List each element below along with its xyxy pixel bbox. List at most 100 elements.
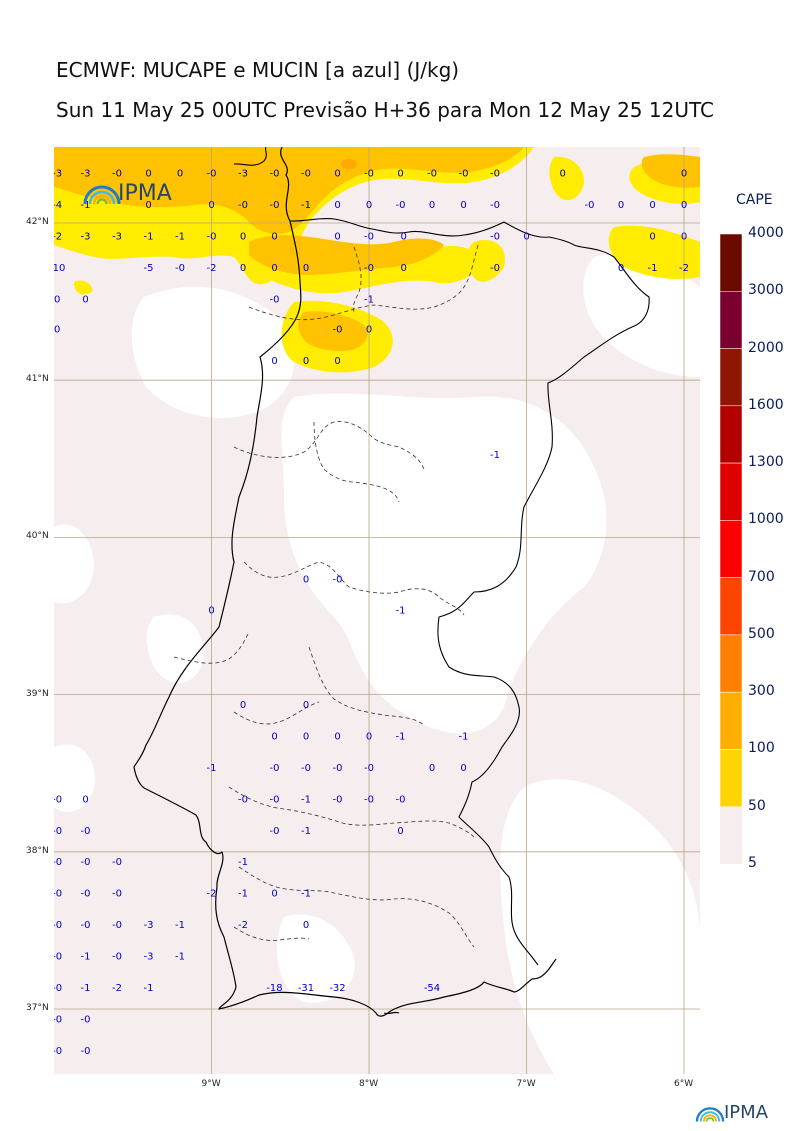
- cin-value: -18: [266, 983, 282, 994]
- cin-value: 0: [303, 920, 309, 931]
- cin-value: 0: [366, 324, 372, 335]
- cin-value: -0: [333, 794, 343, 805]
- colorbar-segment: [720, 577, 742, 636]
- district-borders: [173, 241, 480, 948]
- latitude-label: 39°N: [26, 688, 49, 699]
- legend-tick-label: 1600: [748, 396, 784, 413]
- cin-value: 0: [303, 263, 309, 274]
- colorbar-segment: [720, 348, 742, 407]
- legend-tick-label: 300: [748, 683, 775, 700]
- cin-value: -54: [424, 983, 440, 994]
- cin-value: 0: [240, 232, 246, 243]
- latitude-label: 38°N: [26, 845, 49, 856]
- cin-value: 0: [240, 700, 246, 711]
- cin-value: -0: [270, 763, 280, 774]
- cin-value: -31: [298, 983, 314, 994]
- cin-value: -0: [396, 794, 406, 805]
- colorbar-segment: [720, 634, 742, 693]
- cape-100-300-area: [54, 147, 700, 352]
- cin-value: -0: [54, 920, 62, 931]
- cin-value: -0: [364, 794, 374, 805]
- legend-tick-label: 500: [748, 625, 775, 642]
- cape-colorbar: [720, 234, 742, 864]
- cin-value: -0: [112, 952, 122, 963]
- cin-value: -0: [270, 169, 280, 180]
- cin-value: -1: [81, 983, 91, 994]
- longitude-label: 8°W: [359, 1079, 379, 1089]
- latitude-label: 40°N: [26, 531, 49, 542]
- cin-value: -4: [54, 200, 62, 211]
- cin-value: -0: [54, 826, 62, 837]
- cin-value: 0: [560, 169, 566, 180]
- cin-value: 0: [208, 606, 214, 617]
- cin-value: -0: [333, 324, 343, 335]
- cin-value: -0: [270, 794, 280, 805]
- legend-tick-label: 1000: [748, 511, 784, 528]
- latitude-label: 42°N: [26, 217, 49, 227]
- cin-value: 0: [429, 200, 435, 211]
- cin-value: -0: [270, 826, 280, 837]
- cin-value: -1: [396, 731, 406, 742]
- ipma-corner-arc-icon: [695, 1106, 725, 1122]
- cin-value: 0: [397, 169, 403, 180]
- cin-value: -1: [490, 450, 500, 461]
- legend-tick-label: 1300: [748, 454, 784, 471]
- cin-value: -0: [459, 169, 469, 180]
- cin-value: -3: [81, 232, 91, 243]
- cin-value: -0: [490, 169, 500, 180]
- cin-value: -0: [333, 763, 343, 774]
- cin-value: -0: [81, 1046, 91, 1057]
- cin-value: -1: [648, 263, 658, 274]
- cin-value: -0: [112, 889, 122, 900]
- coastline: [133, 147, 557, 1017]
- cin-value: -1: [301, 889, 311, 900]
- cin-value: 0: [460, 200, 466, 211]
- cin-value: -0: [396, 200, 406, 211]
- legend-tick-label: 4000: [748, 225, 784, 241]
- cin-value: -1: [238, 857, 248, 868]
- cin-value: 0: [177, 169, 183, 180]
- cin-value: -0: [207, 169, 217, 180]
- cin-value: -0: [364, 232, 374, 243]
- cin-value: 0: [681, 169, 687, 180]
- cin-value: -3: [144, 952, 154, 963]
- graticule: [54, 147, 700, 1074]
- colorbar-segment: [720, 691, 742, 750]
- legend-tick-label: 50: [748, 797, 766, 814]
- cin-value: 0: [366, 200, 372, 211]
- legend-tick-label: 2000: [748, 339, 784, 356]
- cin-value: -0: [54, 952, 62, 963]
- cin-value: -0: [175, 263, 185, 274]
- cin-value: 0: [240, 263, 246, 274]
- cin-value: -1: [396, 606, 406, 617]
- cin-value: -3: [238, 169, 248, 180]
- cin-value: -0: [364, 263, 374, 274]
- colorbar-segment: [720, 806, 742, 864]
- cin-value: 0: [334, 731, 340, 742]
- cin-value: -10: [54, 263, 65, 274]
- cin-value: -1: [144, 983, 154, 994]
- cin-value: -0: [112, 857, 122, 868]
- cin-value: -32: [329, 983, 345, 994]
- cin-value: 0: [271, 232, 277, 243]
- cin-value: -0: [301, 763, 311, 774]
- cin-value: -2: [238, 920, 248, 931]
- map-title: ECMWF: MUCAPE e MUCIN [a azul] (J/kg): [56, 58, 460, 82]
- cin-value: 0: [649, 232, 655, 243]
- cin-value: 0: [334, 169, 340, 180]
- cin-value: 0: [429, 763, 435, 774]
- cin-value: -2: [207, 889, 217, 900]
- cin-value: -2: [54, 232, 62, 243]
- cin-value: -2: [679, 263, 689, 274]
- legend-tick-label: 5: [748, 855, 757, 871]
- cin-value: -1: [301, 794, 311, 805]
- cin-value: 0: [303, 356, 309, 367]
- cin-value: 0: [208, 200, 214, 211]
- latitude-label: 41°N: [26, 374, 49, 385]
- cin-value: -0: [54, 794, 62, 805]
- longitude-label: 7°W: [516, 1079, 536, 1089]
- cin-value: -0: [270, 200, 280, 211]
- cin-value: 0: [271, 263, 277, 274]
- cin-value: 0: [54, 294, 60, 305]
- cin-value: 0: [523, 232, 529, 243]
